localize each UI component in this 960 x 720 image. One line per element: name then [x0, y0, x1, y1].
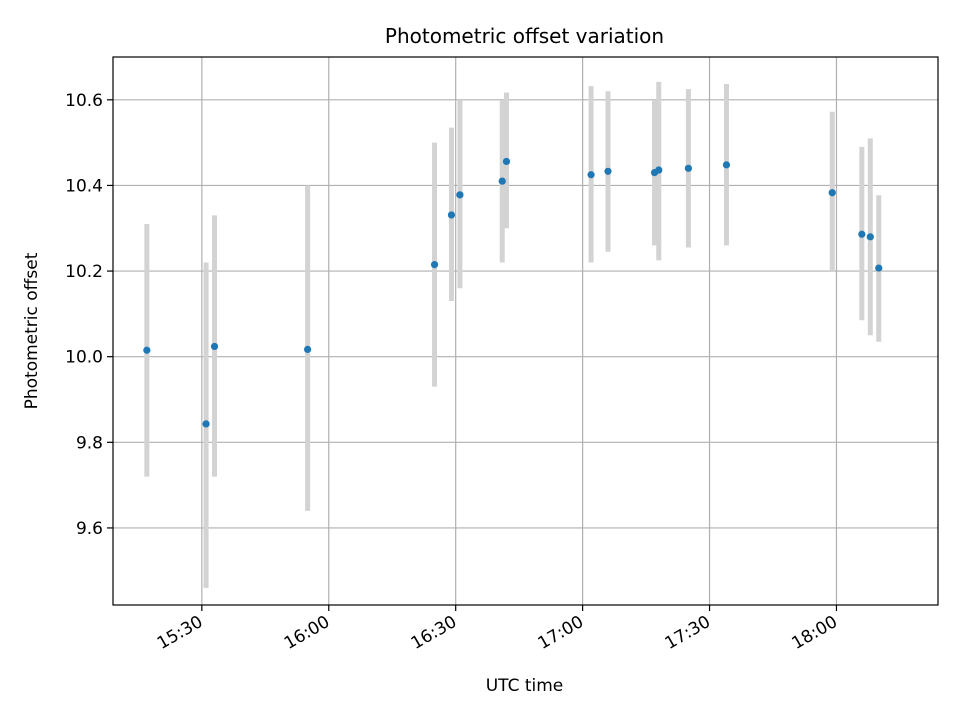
y-axis: 9.6 9.8 10.0 10.2 10.4 10.6	[65, 91, 113, 539]
data-point	[430, 261, 439, 269]
data-point	[722, 161, 731, 169]
y-axis-label: Photometric offset	[22, 252, 42, 409]
x-axis-label: UTC time	[486, 676, 564, 696]
data-point	[502, 157, 511, 166]
data-point	[604, 167, 612, 175]
x-tick-label: 17:00	[535, 612, 587, 654]
data-points	[143, 157, 883, 428]
data-point	[456, 191, 464, 199]
data-point	[202, 420, 210, 428]
data-point	[655, 166, 663, 174]
data-point	[587, 171, 595, 179]
y-tick-label: 10.0	[65, 348, 103, 368]
data-point	[304, 345, 312, 354]
data-point	[498, 177, 506, 185]
error-bars	[144, 81, 882, 588]
y-tick-label: 10.4	[65, 176, 103, 196]
data-point	[143, 346, 151, 354]
data-point	[866, 233, 874, 241]
data-point	[210, 342, 219, 351]
data-point	[447, 211, 456, 219]
x-tick-label: 15:30	[154, 612, 206, 654]
data-point	[858, 230, 866, 238]
x-tick-label: 16:00	[281, 612, 333, 654]
data-point	[875, 264, 883, 272]
x-axis: 15:30 16:00 16:30 17:00 17:30 18:00	[154, 605, 841, 654]
y-tick-label: 10.6	[65, 91, 103, 111]
x-tick-label: 16:30	[408, 612, 460, 654]
chart-title: Photometric offset variation	[385, 24, 664, 48]
data-point	[828, 189, 836, 197]
plot-frame	[112, 56, 939, 606]
grid	[113, 57, 938, 605]
y-tick-label: 9.8	[76, 433, 103, 453]
x-tick-label: 17:30	[662, 612, 714, 654]
data-point	[684, 164, 692, 172]
y-tick-label: 10.2	[65, 262, 103, 282]
x-tick-label: 18:00	[789, 612, 841, 654]
y-tick-label: 9.6	[76, 519, 103, 539]
